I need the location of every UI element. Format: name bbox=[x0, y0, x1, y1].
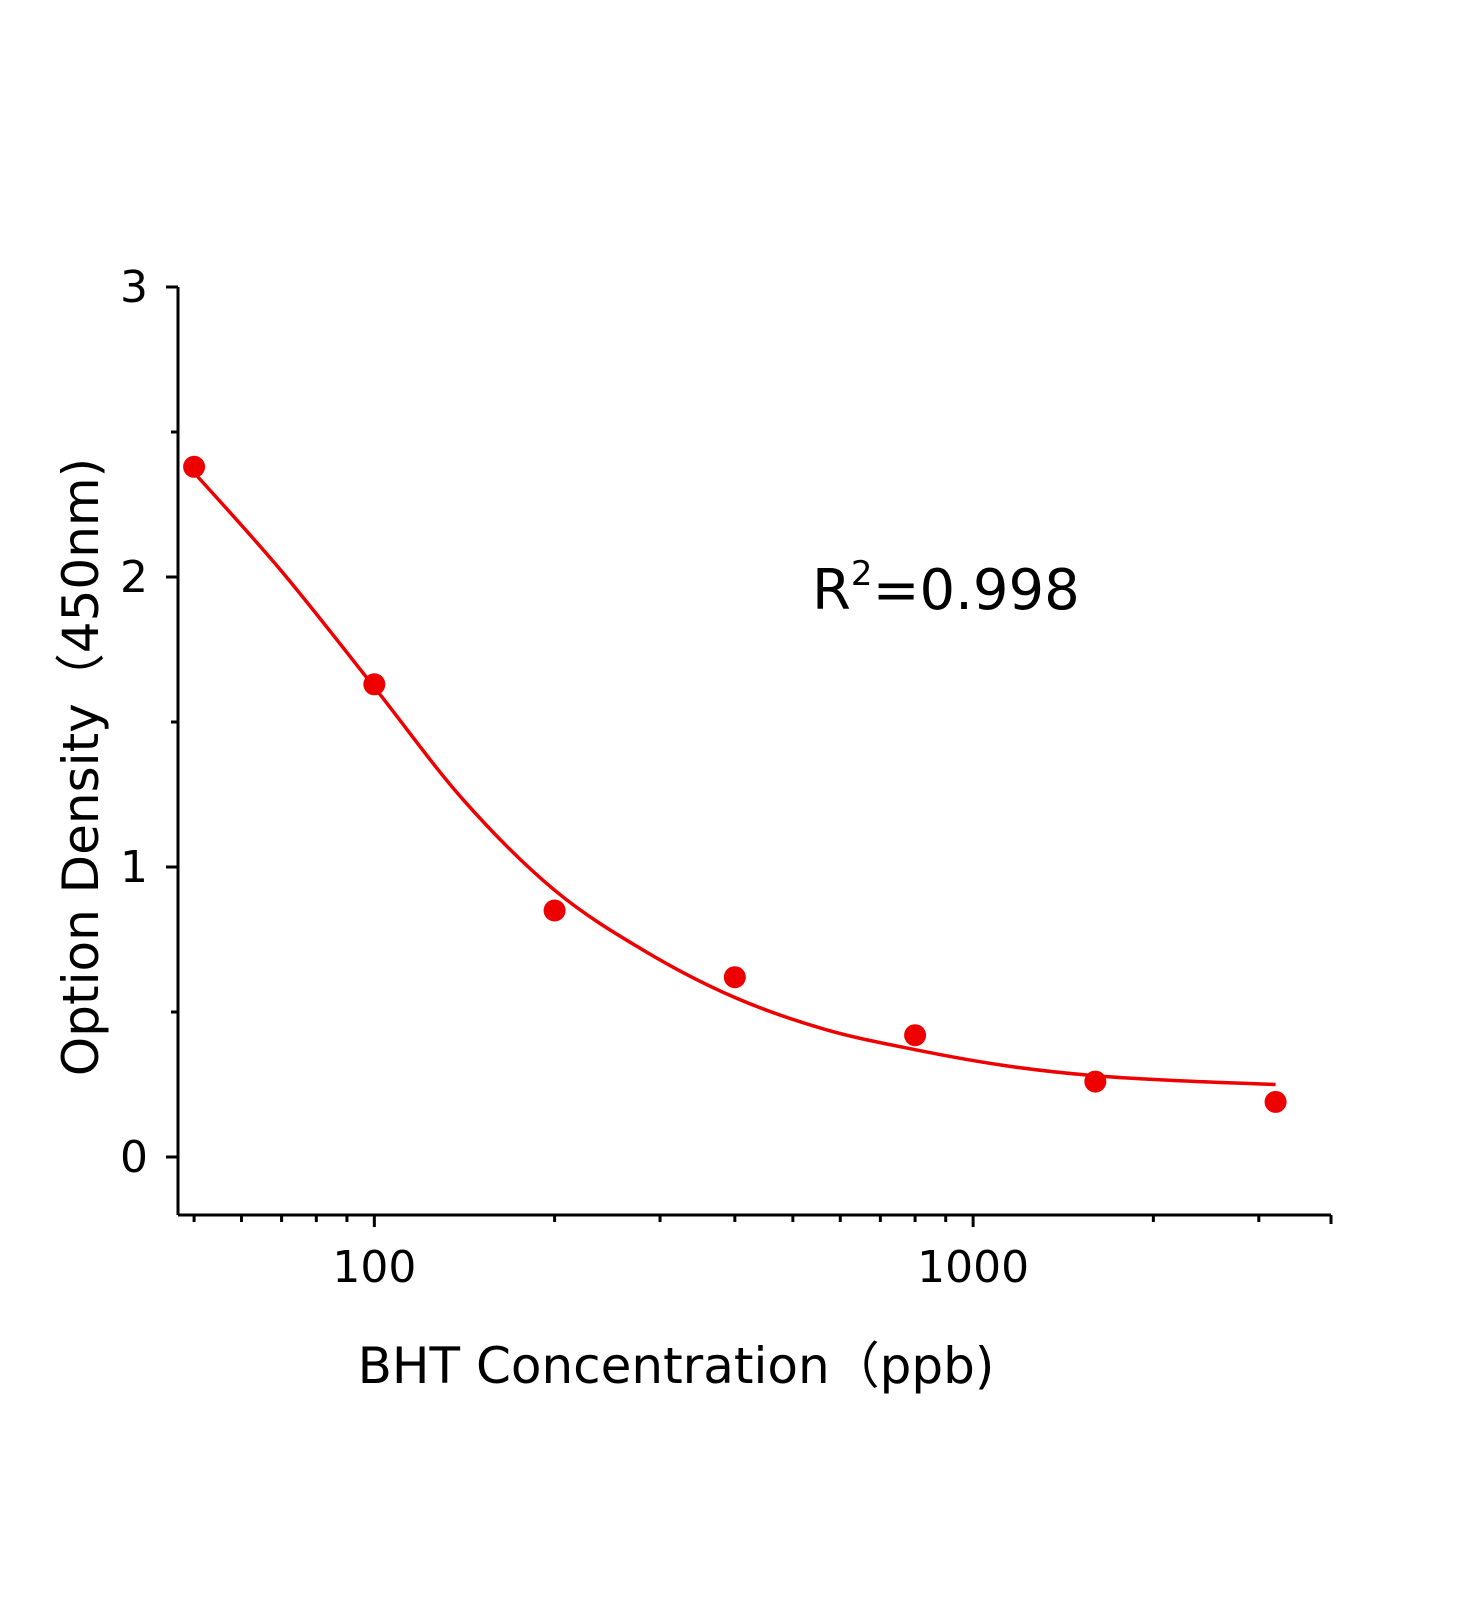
data-point bbox=[363, 673, 386, 696]
axes: 0 1 2 3 100 1000 bbox=[120, 262, 1333, 1293]
y-tick-label: 0 bbox=[120, 1132, 148, 1183]
y-axis-title: Option Density（450nm) bbox=[52, 458, 110, 1076]
data-point bbox=[183, 455, 206, 478]
data-point bbox=[1264, 1090, 1287, 1113]
data-point bbox=[1084, 1070, 1107, 1093]
y-tick-label: 2 bbox=[120, 552, 148, 603]
marks bbox=[183, 455, 1287, 1113]
y-tick-label: 3 bbox=[120, 262, 148, 313]
x-tick-label: 1000 bbox=[917, 1242, 1029, 1293]
x-tick-label: 100 bbox=[332, 1242, 416, 1293]
data-point bbox=[723, 966, 746, 989]
y-tick-label: 1 bbox=[120, 842, 148, 893]
fit-curve bbox=[192, 471, 1276, 1087]
x-axis-title: BHT Concentration（ppb) bbox=[358, 1337, 995, 1395]
annotation-r-squared: R2=0.998 bbox=[812, 554, 1080, 623]
data-point bbox=[904, 1024, 927, 1047]
data-point bbox=[543, 899, 566, 922]
